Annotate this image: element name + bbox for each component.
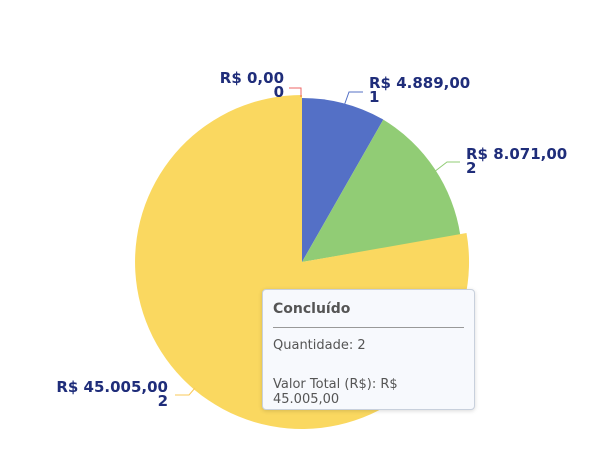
tooltip-divider xyxy=(273,327,464,328)
label-yellow: R$ 45.005,00 2 xyxy=(50,378,168,410)
pie-slice-green[interactable] xyxy=(302,119,461,262)
label-value: R$ 4.889,00 xyxy=(369,74,471,92)
leader-line-yellow xyxy=(175,387,196,396)
pie-slice-blue[interactable] xyxy=(302,98,384,262)
label-value: R$ 8.071,00 xyxy=(466,145,568,163)
leader-line-zero xyxy=(289,87,302,97)
leader-line-green xyxy=(433,161,460,173)
label-count: 1 xyxy=(369,88,380,106)
tooltip-quantity: Quantidade: 2 xyxy=(273,338,366,353)
label-green: R$ 8.071,00 2 xyxy=(466,145,568,177)
chart-tooltip: Concluído Quantidade: 2 Valor Total (R$)… xyxy=(262,289,475,410)
label-value: R$ 0,00 xyxy=(219,69,284,87)
label-zero: R$ 0,00 0 xyxy=(200,69,284,101)
label-blue: R$ 4.889,00 1 xyxy=(369,74,471,106)
label-count: 2 xyxy=(157,392,168,410)
tooltip-total: Valor Total (R$): R$ 45.005,00 xyxy=(273,377,398,407)
label-count: 2 xyxy=(466,159,477,177)
label-count: 0 xyxy=(273,83,284,101)
leader-line-blue xyxy=(343,91,363,107)
tooltip-title: Concluído xyxy=(273,301,351,317)
label-value: R$ 45.005,00 xyxy=(56,378,168,396)
